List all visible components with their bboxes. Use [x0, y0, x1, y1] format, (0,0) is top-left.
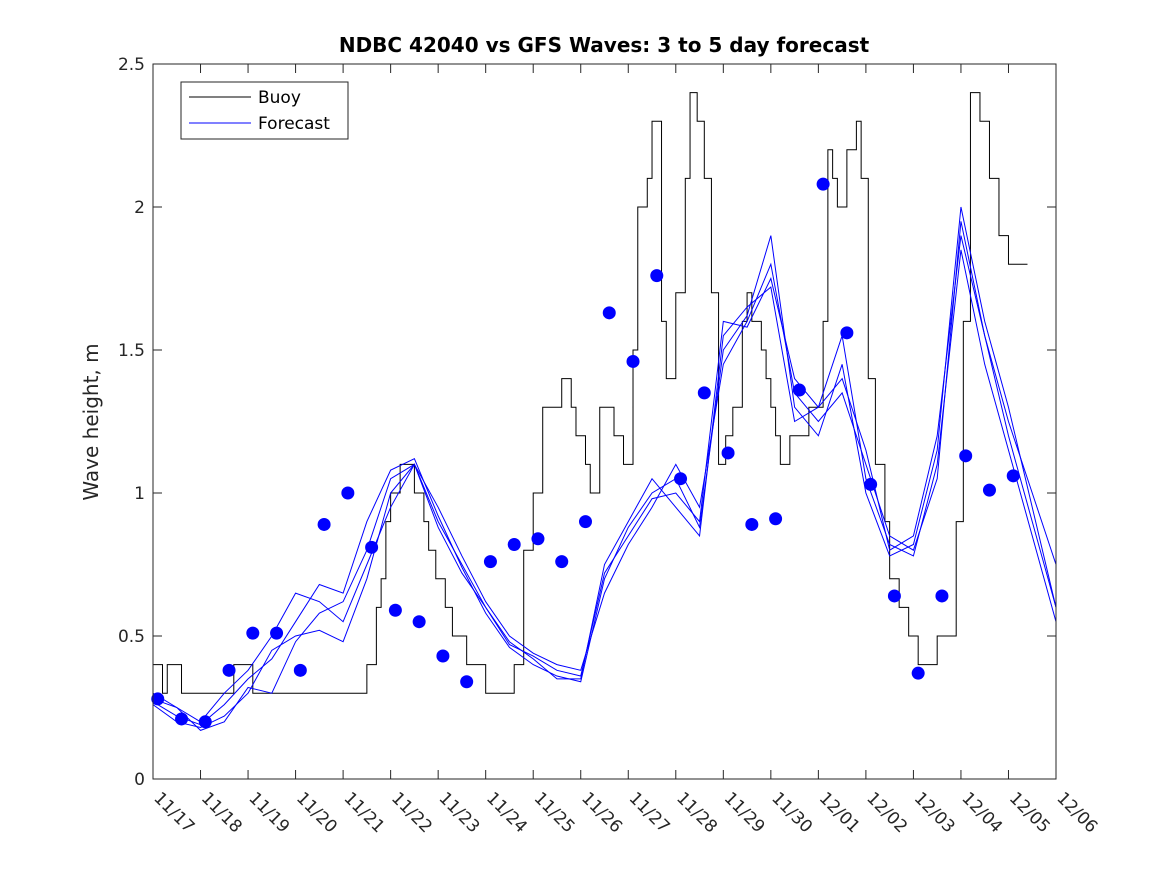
forecast-point	[246, 626, 260, 640]
forecast-point	[293, 663, 307, 677]
x-tick-label: 11/30	[767, 788, 816, 837]
forecast-point	[626, 354, 640, 368]
x-axis: 11/1711/1811/1911/2011/2111/2211/2311/24…	[149, 64, 1101, 837]
legend-box	[180, 81, 349, 140]
legend: Buoy Forecast	[180, 81, 349, 140]
chart-title: NDBC 42040 vs GFS Waves: 3 to 5 day fore…	[339, 33, 870, 57]
forecast-point	[460, 675, 474, 689]
x-tick-label: 11/26	[577, 788, 626, 837]
forecast-point	[436, 649, 450, 663]
forecast-point	[935, 589, 949, 603]
x-tick-label: 11/29	[720, 788, 769, 837]
forecast-point	[982, 483, 996, 497]
forecast-point	[388, 603, 402, 617]
forecast-point	[650, 269, 664, 283]
forecast-series-line	[152, 249, 1057, 729]
y-tick-label: 1	[134, 484, 145, 504]
forecast-point	[602, 306, 616, 320]
y-tick-label: 2	[134, 198, 145, 218]
forecast-point	[175, 712, 189, 726]
forecast-point	[769, 512, 783, 526]
x-tick-label: 11/28	[672, 788, 721, 837]
x-tick-label: 12/03	[910, 788, 959, 837]
forecast-point	[745, 517, 759, 531]
forecast-point	[317, 517, 331, 531]
forecast-point	[697, 386, 711, 400]
y-tick-label: 0.5	[118, 627, 145, 647]
forecast-series-line	[152, 235, 1057, 731]
x-tick-label: 11/24	[482, 788, 531, 837]
forecast-point	[864, 477, 878, 491]
x-tick-label: 11/23	[435, 788, 484, 837]
x-tick-label: 11/17	[149, 788, 198, 837]
forecast-point	[365, 540, 379, 554]
y-tick-label: 0	[134, 770, 145, 790]
forecast-point	[1006, 469, 1020, 483]
forecast-point	[412, 615, 426, 629]
forecast-point	[887, 589, 901, 603]
buoy-series-line	[153, 92, 1028, 694]
forecast-point	[198, 715, 212, 729]
forecast-point	[674, 472, 688, 486]
x-tick-label: 11/25	[530, 788, 579, 837]
forecast-point	[840, 326, 854, 340]
x-tick-label: 11/19	[245, 788, 294, 837]
forecast-point	[341, 486, 355, 500]
x-tick-label: 11/18	[197, 788, 246, 837]
x-tick-label: 11/20	[292, 788, 341, 837]
y-tick-label: 2.5	[118, 55, 145, 75]
x-tick-label: 12/02	[862, 788, 911, 837]
y-axis-label: Wave height, m	[79, 343, 103, 500]
plot-frame	[152, 63, 1057, 780]
forecast-point	[911, 666, 925, 680]
forecast-point	[531, 532, 545, 546]
forecast-point	[483, 555, 497, 569]
x-tick-label: 11/27	[625, 788, 674, 837]
forecast-series-line	[152, 221, 1057, 723]
forecast-point	[578, 515, 592, 529]
forecast-point	[959, 449, 973, 463]
forecast-point	[816, 177, 830, 191]
plot-area	[151, 92, 1057, 731]
x-tick-label: 12/06	[1052, 788, 1101, 837]
forecast-series-line	[152, 206, 1057, 726]
forecast-point	[555, 555, 569, 569]
x-tick-label: 12/05	[1005, 788, 1054, 837]
legend-buoy-label: Buoy	[258, 88, 301, 108]
legend-forecast-label: Forecast	[258, 114, 330, 134]
y-tick-label: 1.5	[118, 341, 145, 361]
x-tick-label: 12/04	[957, 788, 1006, 837]
forecast-point	[270, 626, 284, 640]
forecast-point	[151, 692, 165, 706]
x-tick-label: 12/01	[815, 788, 864, 837]
forecast-point	[507, 537, 521, 551]
x-tick-label: 11/21	[340, 788, 389, 837]
forecast-point	[222, 663, 236, 677]
x-tick-label: 11/22	[387, 788, 436, 837]
forecast-point	[721, 446, 735, 460]
forecast-point	[792, 383, 806, 397]
y-axis: 0 0.5 1 1.5 2 2.5	[118, 55, 1056, 790]
